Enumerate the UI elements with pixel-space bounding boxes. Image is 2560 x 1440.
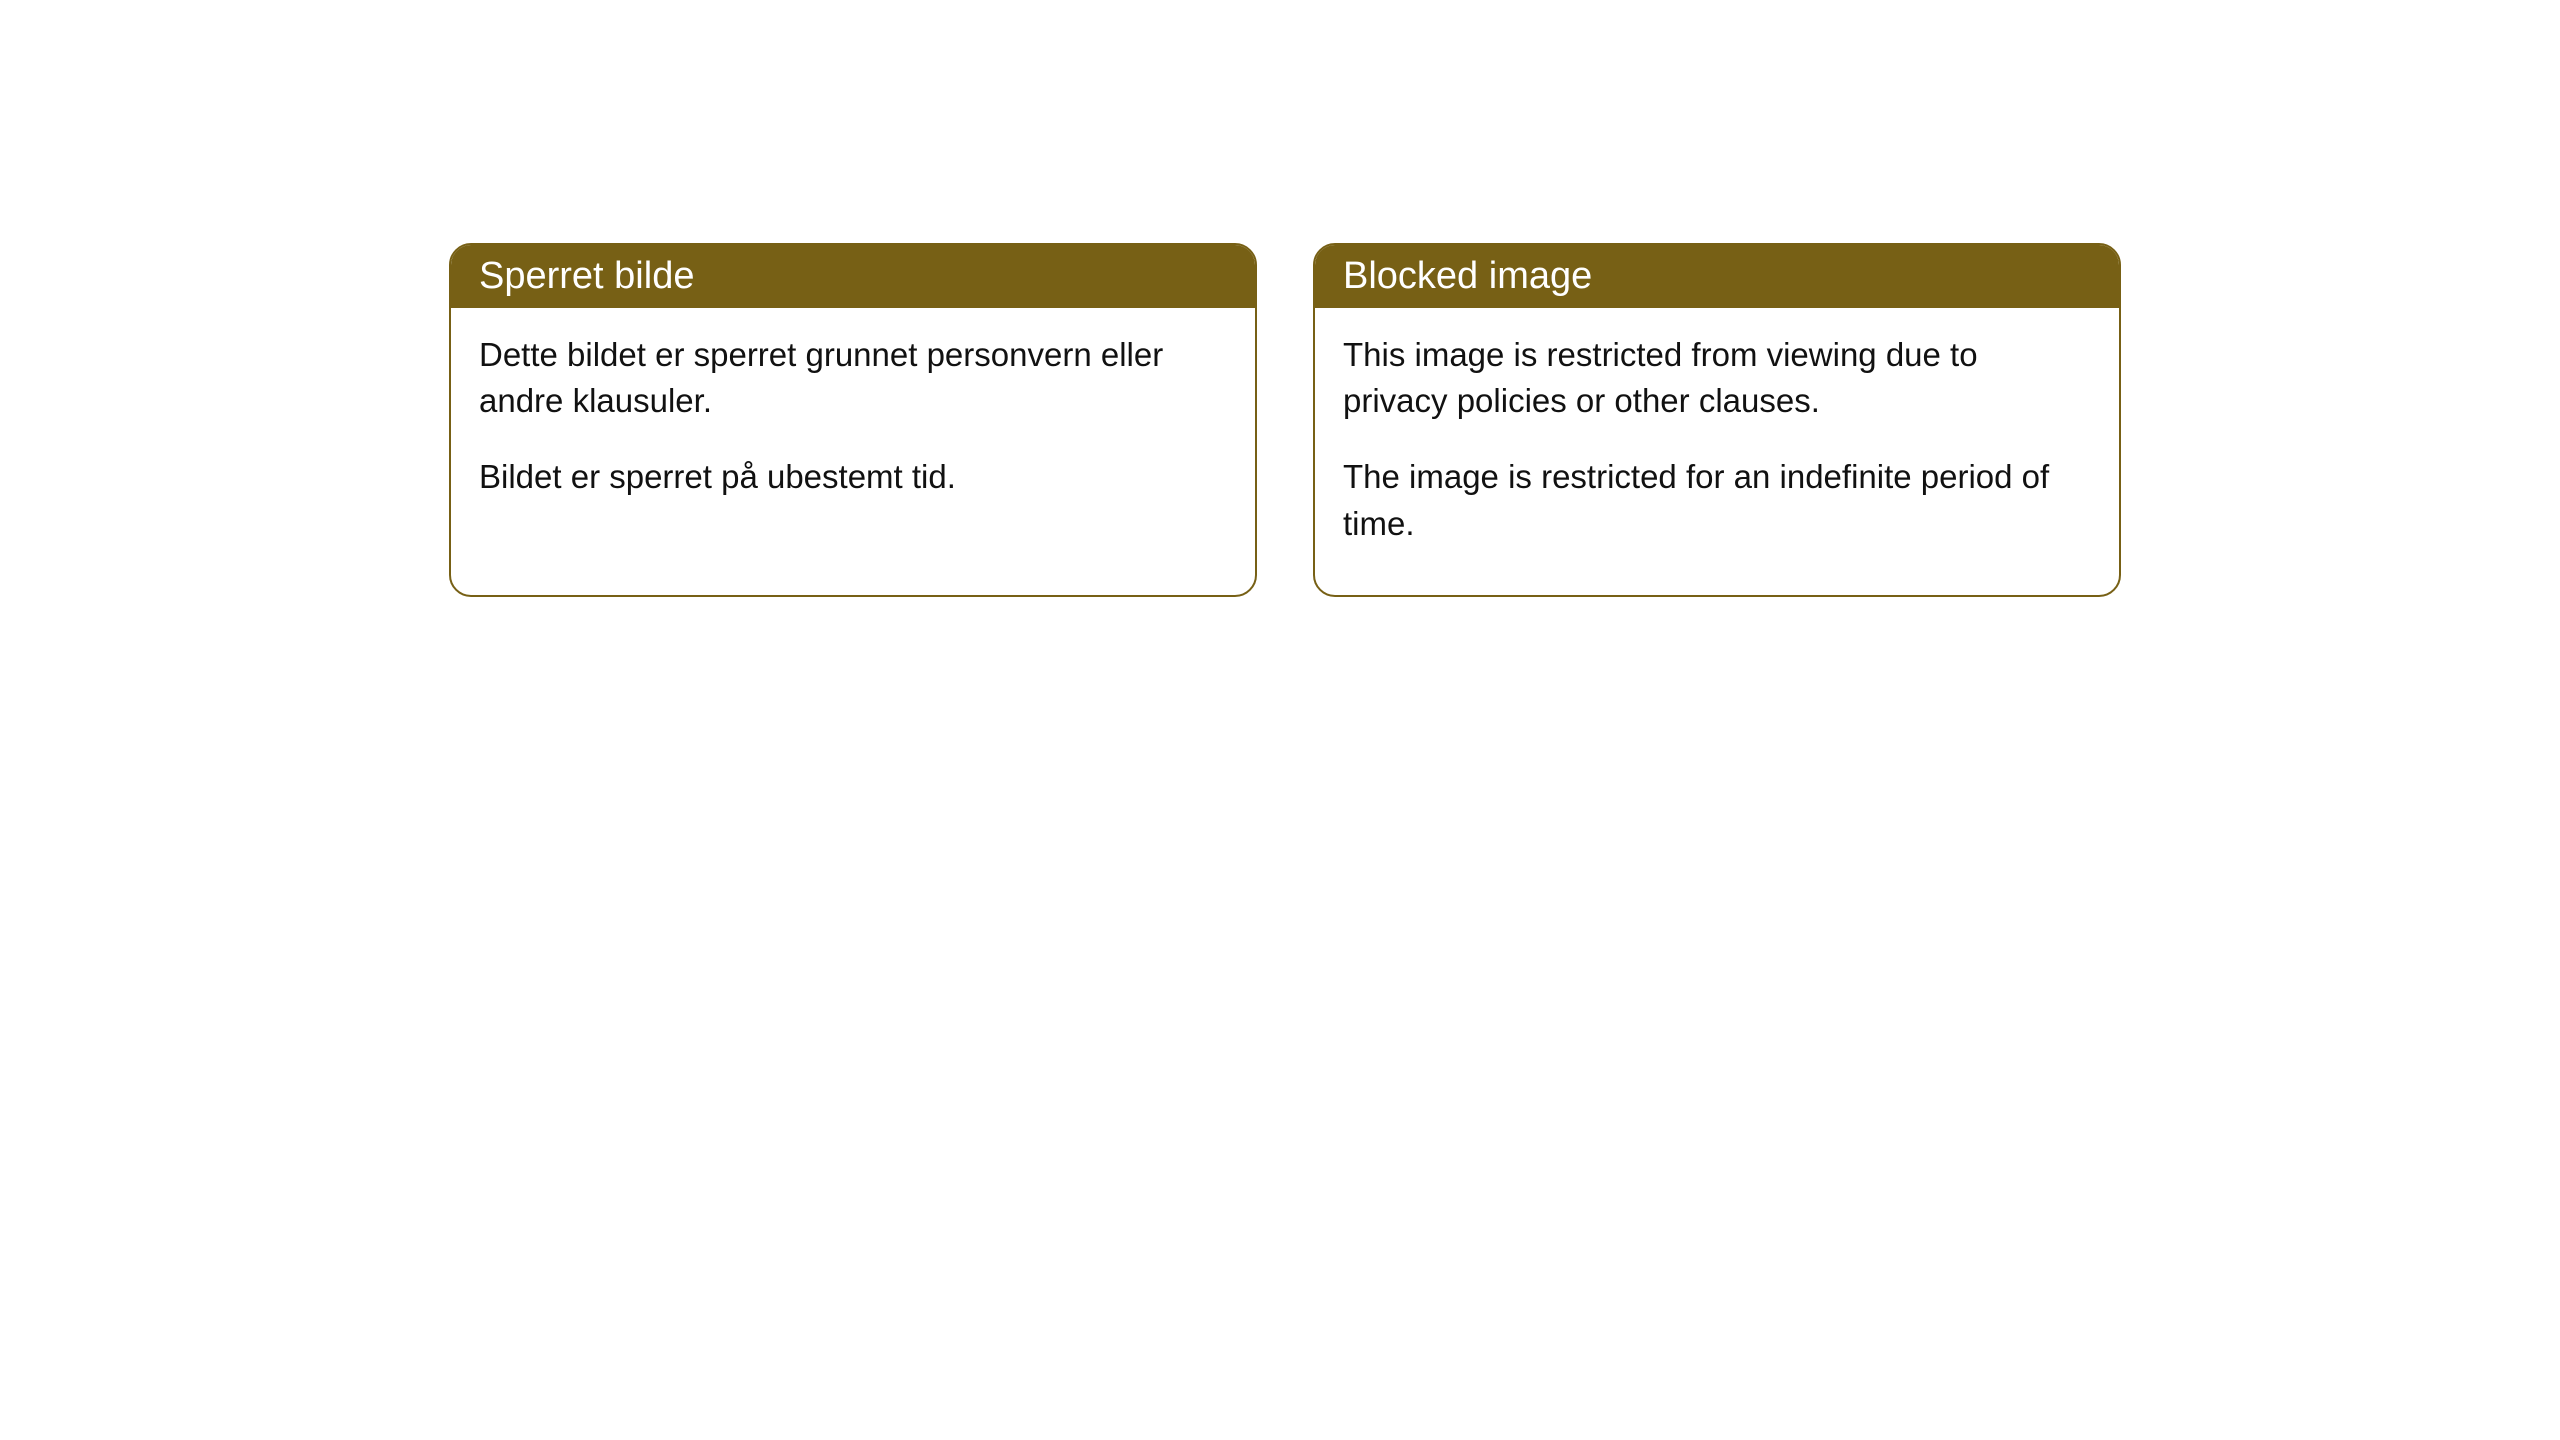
card-text-1: This image is restricted from viewing du… [1343,332,2091,424]
card-title: Blocked image [1343,255,1592,297]
blocked-image-card-english: Blocked image This image is restricted f… [1313,243,2121,597]
card-header-english: Blocked image [1315,245,2119,308]
card-header-norwegian: Sperret bilde [451,245,1255,308]
card-title: Sperret bilde [479,255,694,297]
card-text-2: Bildet er sperret på ubestemt tid. [479,454,1227,500]
cards-container: Sperret bilde Dette bildet er sperret gr… [449,243,2121,597]
card-text-2: The image is restricted for an indefinit… [1343,454,2091,546]
card-text-1: Dette bildet er sperret grunnet personve… [479,332,1227,424]
card-body-english: This image is restricted from viewing du… [1315,308,2119,595]
card-body-norwegian: Dette bildet er sperret grunnet personve… [451,308,1255,549]
blocked-image-card-norwegian: Sperret bilde Dette bildet er sperret gr… [449,243,1257,597]
